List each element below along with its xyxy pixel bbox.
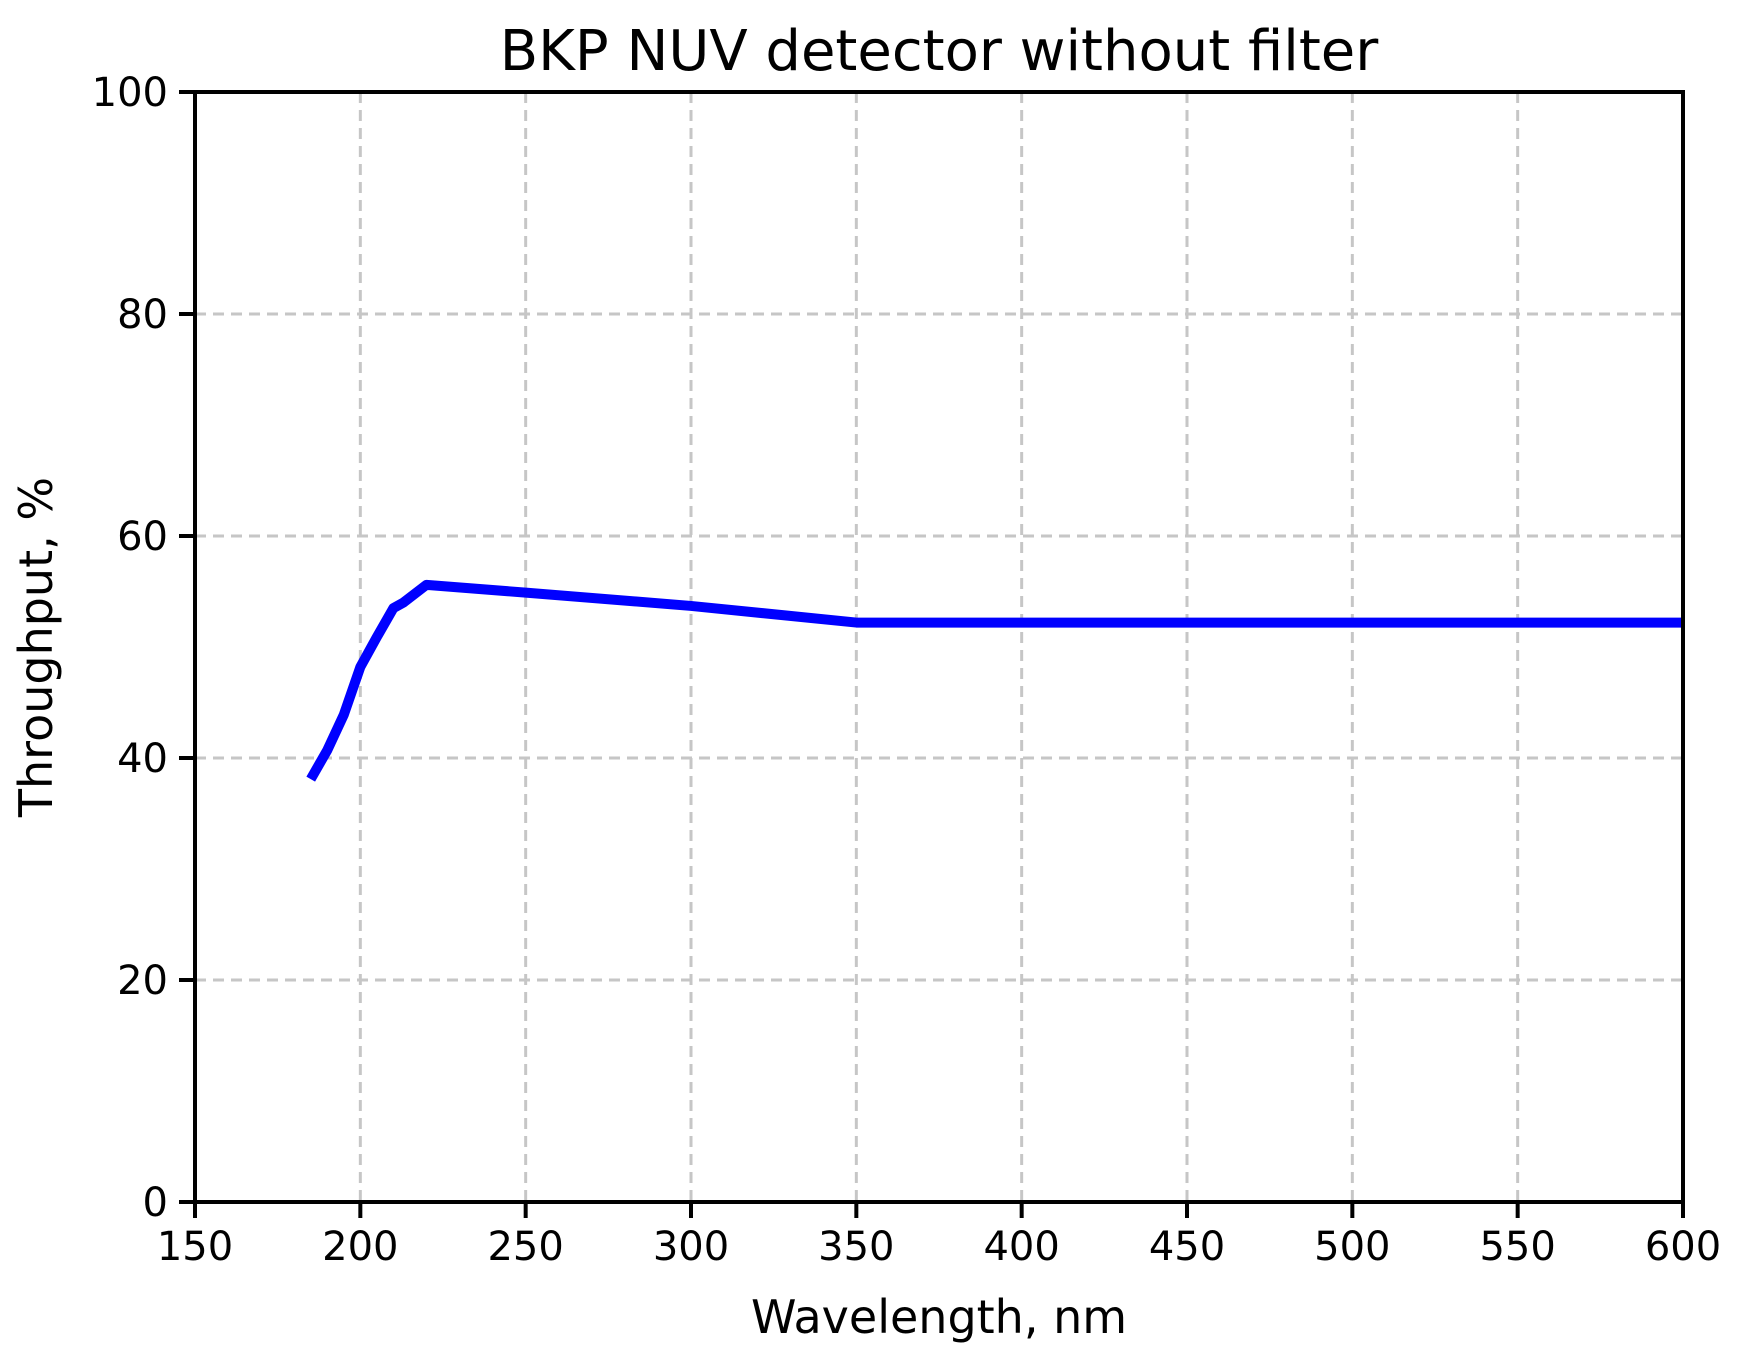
y-axis-label: Throughput, % <box>9 477 63 818</box>
x-tick-label: 550 <box>1479 1224 1555 1270</box>
y-tick-label: 0 <box>143 1180 168 1226</box>
x-axis-label: Wavelength, nm <box>751 1290 1127 1344</box>
x-tick-label: 250 <box>487 1224 563 1270</box>
ticks-layer: 150 200 250 300 350 400 450 500 550 600 0 20 40 60 80 1… <box>92 70 1722 1270</box>
y-tick-label: 100 <box>92 70 168 116</box>
y-tick-label: 60 <box>117 514 168 560</box>
plot-frame <box>193 90 1685 1204</box>
series-layer <box>306 579 1683 782</box>
x-tick-label: 450 <box>1149 1224 1225 1270</box>
chart-title: BKP NUV detector without filter <box>500 19 1380 84</box>
x-tick-label: 300 <box>653 1224 729 1270</box>
y-tick-label: 40 <box>117 736 168 782</box>
x-tick-label: 200 <box>322 1224 398 1270</box>
x-tick-label: 400 <box>983 1224 1059 1270</box>
data-line <box>306 579 1683 782</box>
y-tick-label: 20 <box>117 958 168 1004</box>
x-tick-label: 150 <box>157 1224 233 1270</box>
x-tick-label: 350 <box>818 1224 894 1270</box>
grid-layer <box>193 90 1685 1204</box>
x-tick-label: 600 <box>1645 1224 1721 1270</box>
y-tick-label: 80 <box>117 292 168 338</box>
x-tick-label: 500 <box>1314 1224 1390 1270</box>
